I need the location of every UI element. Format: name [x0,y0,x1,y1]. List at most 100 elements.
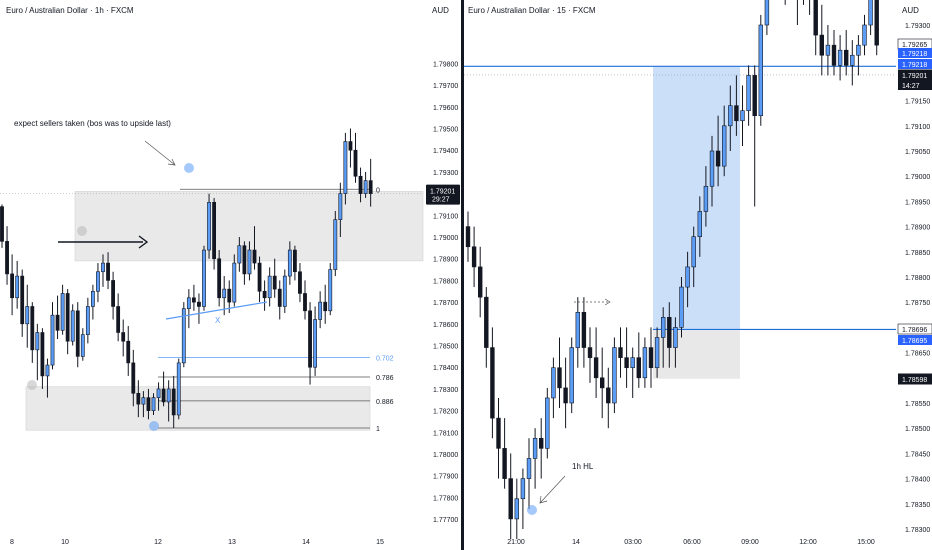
left-candle [257,262,262,292]
left-candle [242,245,247,275]
left-candle [10,273,15,299]
right-candle [850,54,855,66]
left-x-tick: 10 [61,539,69,546]
right-y-tick: 1.78850 [905,250,930,257]
blue-zone [653,66,740,330]
left-candle [50,314,55,366]
right-candle [813,0,818,36]
right-chart-canvas[interactable]: 1h HL 1.79300 1.79150 1.79100 1.79050 1.79000… [464,0,932,550]
right-price-tag-text: 1.79218 [902,62,927,69]
right-price-tag-bg [898,373,932,385]
right-price-tag-text: 1.78696 [902,327,927,334]
right-candle [532,437,538,459]
left-candle [303,293,307,312]
right-chart-panel[interactable]: 1h HL 1.79300 1.79150 1.79100 1.79050 1.79000… [464,0,932,550]
right-price-tag-text: 1.78695 [902,338,927,345]
left-candle [101,262,105,273]
right-candle [636,357,641,379]
left-candle [0,206,4,242]
left-y-tick: 1.77900 [433,474,458,481]
left-y-tick: 1.79800 [433,61,458,68]
left-candle [45,364,50,377]
left-y-tick: 1.78800 [433,278,458,285]
left-currency-label: AUD [432,6,449,15]
left-y-tick: 1.78000 [433,452,458,459]
left-candle [348,141,353,151]
left-candle [40,332,45,377]
left-candle [252,249,257,264]
right-candle [496,417,501,449]
right-candle [526,458,532,479]
left-y-tick: 1.77700 [433,517,458,524]
left-candle [338,193,343,220]
left-candle [70,310,75,342]
right-candle [697,211,702,237]
right-candle [825,44,831,56]
right-candle [606,387,611,404]
panel-divider[interactable] [461,0,464,550]
left-candle [20,275,25,325]
right-price-tag-bg [898,335,932,345]
left-candle [91,290,95,307]
left-candle [272,275,277,290]
left-candle [212,201,217,260]
right-price-tag-text: 14:27 [902,83,920,90]
right-candle [490,347,495,419]
left-candle [111,280,116,307]
left-chart-title: Euro / Australian Dollar · 1h · FXCM [6,6,134,15]
left-candle [298,271,302,294]
right-candle [508,478,513,520]
right-candle [715,150,721,167]
right-y-tick: 1.79050 [905,149,930,156]
right-y-tick: 1.79150 [905,99,930,106]
right-candle [728,105,733,127]
swing-point-marker [184,163,194,173]
left-candle [136,392,141,405]
fib-label-1: 1 [376,426,380,433]
right-price-tag-text: 1.79265 [902,42,927,49]
left-chart-panel[interactable]: 0 0.702 0.786 0.886 1 expect sellers taken (b… [0,0,461,550]
left-candle [25,306,30,325]
left-candle [277,288,282,307]
bos-arrow-head [138,235,149,249]
right-candle [734,105,739,122]
right-candle [752,75,757,117]
left-y-tick: 1.79700 [433,83,458,90]
left-candle [247,249,252,275]
right-candle [874,0,879,46]
right-candle [642,347,648,379]
right-candle [539,437,544,449]
left-candle [358,175,363,194]
left-candle [207,201,211,251]
left-candle [55,314,60,331]
left-y-tick: 1.79400 [433,148,458,155]
left-candle [15,275,20,299]
right-candle [691,236,696,268]
left-x-tick: 13 [228,539,236,546]
left-candle [262,290,267,299]
fib-label-0-886: 0.886 [376,399,394,406]
left-candle [35,332,40,351]
swing-low-marker [527,505,537,515]
left-candle [282,275,287,307]
left-candle [328,269,333,312]
right-candle [478,266,483,298]
right-candle [868,0,873,26]
right-candle [581,311,587,348]
right-candle [709,150,715,187]
left-chart-canvas[interactable]: 0 0.702 0.786 0.886 1 expect sellers taken (b… [0,0,461,550]
right-candle [471,246,477,268]
right-candle [514,498,520,520]
fib-label-0: 0 [376,187,380,194]
right-candle [563,387,568,404]
right-candle [575,311,581,348]
right-candle [648,347,654,369]
left-x-tick: 12 [154,539,162,546]
right-y-tick: 1.78500 [905,426,930,433]
right-price-tag-bg [897,323,932,335]
right-candle [837,49,843,66]
right-candle [746,75,751,111]
right-y-tick: 1.78350 [905,502,930,509]
hl-annotation: 1h HL [572,462,594,471]
right-candle [557,367,562,389]
